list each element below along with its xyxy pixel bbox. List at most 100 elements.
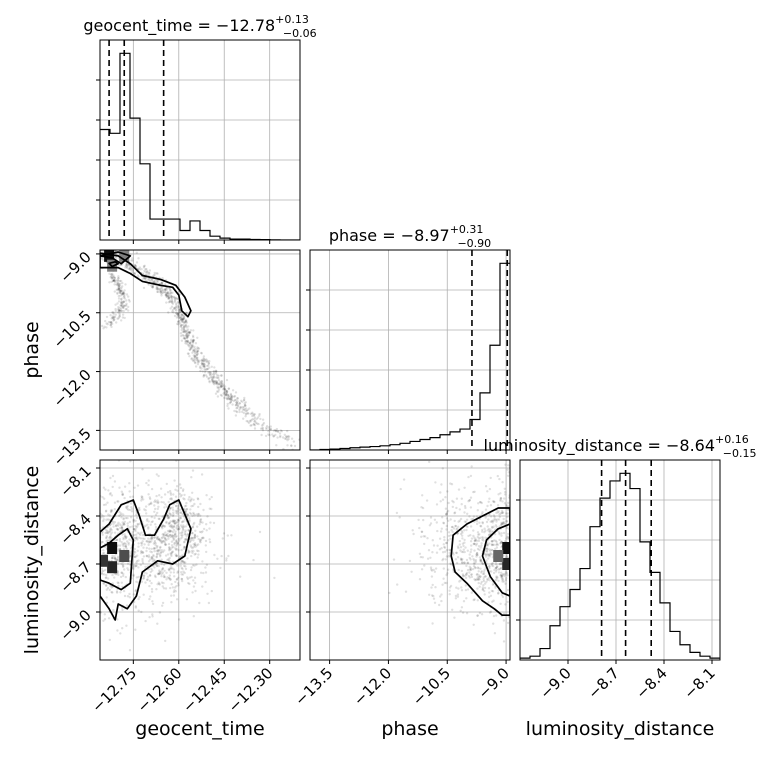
sample-point — [183, 493, 186, 497]
sample-point — [451, 505, 454, 509]
sample-point — [211, 378, 214, 381]
sample-point — [179, 516, 182, 520]
sample-point — [184, 510, 187, 514]
sample-point — [501, 580, 504, 583]
sample-point — [445, 528, 448, 531]
title-geocent-time-sub: −0.06 — [283, 27, 317, 40]
sample-point — [112, 275, 116, 279]
sample-point — [251, 417, 254, 421]
sample-point — [125, 535, 128, 538]
sample-point — [177, 305, 180, 308]
sample-point — [489, 476, 492, 480]
axes-frame — [309, 249, 511, 451]
sample-point — [166, 294, 169, 298]
sample-point — [120, 319, 123, 322]
sample-point — [120, 279, 123, 283]
sample-point — [138, 508, 141, 511]
sample-point — [242, 411, 246, 415]
sample-point — [192, 498, 195, 501]
sample-point — [170, 554, 173, 558]
sample-point — [107, 617, 111, 620]
sample-point — [160, 500, 163, 504]
sample-point — [136, 554, 139, 557]
sample-point — [467, 475, 470, 479]
sample-point — [180, 313, 184, 316]
sample-point — [181, 530, 184, 533]
sample-point — [219, 380, 222, 384]
sample-point — [151, 286, 155, 289]
sample-point — [491, 553, 494, 556]
sample-point — [116, 292, 119, 295]
sample-point — [205, 358, 208, 361]
sample-point — [429, 516, 433, 519]
sample-point — [203, 371, 207, 374]
sample-point — [141, 533, 145, 537]
sample-point — [155, 555, 158, 558]
sample-point — [155, 556, 158, 559]
sample-point — [501, 578, 505, 581]
sample-point — [140, 550, 143, 553]
sample-point — [112, 311, 115, 314]
sample-point — [243, 408, 246, 412]
sample-point — [115, 527, 119, 531]
sample-point — [420, 535, 423, 538]
sample-point — [494, 518, 497, 521]
sample-point — [168, 529, 171, 532]
sample-point — [192, 523, 195, 526]
sample-point — [152, 542, 156, 545]
sample-point — [108, 588, 111, 592]
sample-point — [126, 562, 130, 565]
sample-point — [181, 560, 184, 563]
sample-point — [190, 536, 193, 540]
sample-point — [495, 576, 498, 579]
sample-point — [200, 363, 204, 366]
sample-point — [140, 497, 143, 500]
sample-point — [156, 279, 160, 282]
sample-point — [417, 518, 420, 522]
sample-point — [439, 530, 443, 533]
sample-point — [140, 268, 143, 271]
sample-point — [167, 296, 170, 300]
sample-point — [496, 565, 499, 568]
sample-point — [506, 474, 510, 477]
sample-point — [167, 297, 170, 301]
sample-point — [208, 540, 212, 544]
sample-point — [497, 568, 501, 571]
sample-point — [462, 548, 465, 551]
sample-point — [171, 508, 175, 512]
sample-point — [157, 517, 160, 520]
sample-point — [163, 541, 167, 544]
sample-point — [162, 575, 166, 579]
sample-point — [134, 565, 137, 568]
sample-point — [153, 280, 156, 283]
sample-point — [178, 320, 181, 323]
sample-point — [186, 330, 190, 334]
sample-point — [261, 426, 264, 429]
sample-point — [191, 339, 195, 342]
sample-point — [173, 541, 176, 545]
sample-point — [171, 308, 175, 312]
sample-point — [484, 574, 487, 578]
sample-point — [419, 555, 423, 559]
sample-point — [182, 328, 186, 331]
sample-point — [193, 553, 196, 556]
sample-point — [461, 611, 465, 614]
sample-point — [156, 544, 159, 548]
sample-point — [180, 577, 184, 581]
sample-point — [137, 257, 140, 260]
sample-point — [104, 488, 107, 491]
sample-point — [442, 521, 445, 524]
sample-point — [111, 315, 115, 318]
sample-point — [494, 567, 497, 570]
sample-point — [179, 318, 183, 322]
sample-point — [496, 576, 499, 579]
sample-point — [194, 543, 197, 546]
sample-point — [477, 567, 480, 570]
sample-point — [177, 584, 180, 587]
sample-point — [497, 579, 500, 582]
sample-point — [203, 363, 206, 366]
sample-point — [483, 531, 486, 534]
sample-point — [175, 578, 179, 581]
sample-point — [150, 520, 153, 524]
sample-point — [174, 305, 178, 309]
